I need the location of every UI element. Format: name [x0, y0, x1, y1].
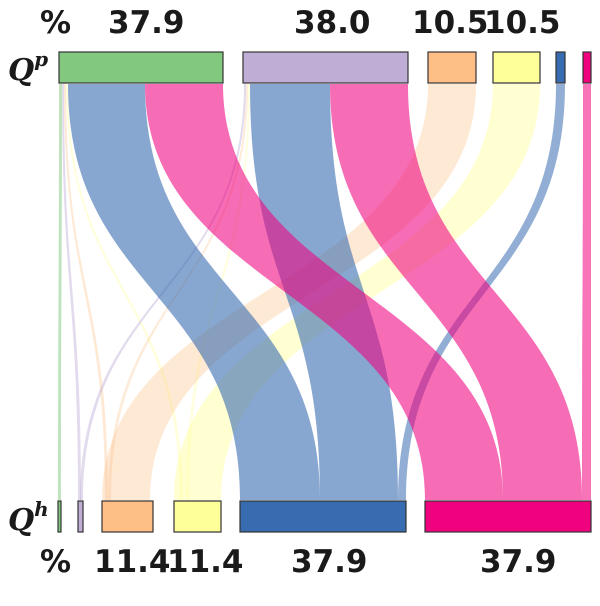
flow-green-green	[58, 84, 62, 500]
top-node-blue	[555, 51, 566, 84]
bottom-node-blue	[239, 500, 407, 533]
bottom-value-pink: 37.9	[480, 544, 557, 580]
top-value-yellow: 10.5	[484, 5, 561, 41]
top-node-green	[58, 51, 224, 84]
top-node-orange	[427, 51, 477, 84]
top-value-lavender: 38.0	[294, 5, 371, 41]
flow-lavender-pink	[330, 84, 582, 500]
top-node-yellow	[492, 51, 541, 84]
flow-pink-pink	[582, 84, 591, 500]
top-value-orange: 10.5	[412, 5, 489, 41]
flow-green-blue	[68, 84, 320, 500]
bottom-value-orange: 11.4	[94, 544, 171, 580]
bottom-node-yellow	[173, 500, 222, 533]
bottom-percent-symbol: %	[40, 544, 72, 580]
top-row-label-main: Q	[8, 53, 35, 88]
bottom-node-lavender	[77, 500, 84, 533]
bottom-row-label-sup: h	[34, 497, 49, 521]
bottom-value-yellow: 11.4	[167, 544, 244, 580]
top-percent-symbol: %	[40, 5, 72, 41]
bottom-row-label-main: Q	[8, 503, 35, 538]
bottom-value-blue: 37.9	[291, 544, 368, 580]
top-node-lavender	[242, 51, 409, 84]
flow-green-yellow	[66, 84, 183, 500]
top-row-label: Qp	[8, 49, 48, 88]
bottom-node-pink	[424, 500, 592, 533]
flow-green-pink	[145, 84, 503, 500]
flow-green-orange	[64, 84, 108, 500]
bottom-node-orange	[101, 500, 154, 533]
bottom-row-label: Qh	[8, 499, 49, 538]
flow-green-lavender	[62, 84, 81, 500]
bottom-node-green	[57, 500, 62, 533]
top-value-green: 37.9	[108, 5, 185, 41]
top-node-pink	[582, 51, 592, 84]
top-row-label-sup: p	[34, 47, 49, 71]
